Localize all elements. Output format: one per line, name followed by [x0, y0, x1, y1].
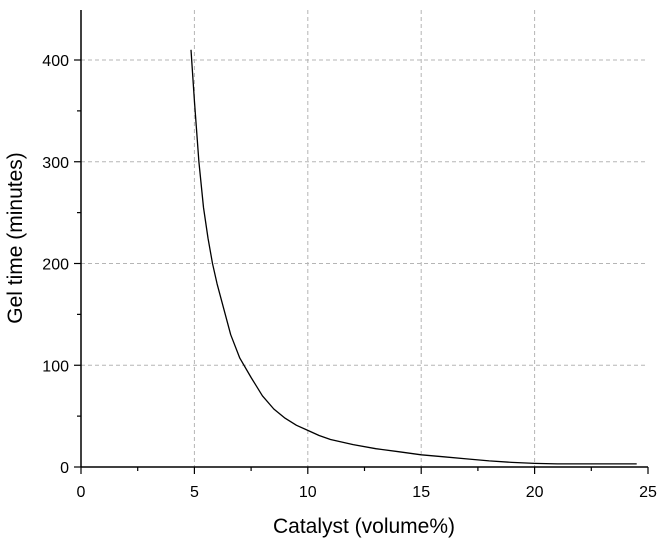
y-tick-label: 0 [60, 460, 69, 477]
y-tick-label: 200 [42, 257, 69, 274]
x-tick-label: 5 [190, 484, 199, 501]
x-tick-label: 20 [526, 484, 544, 501]
y-tick-label: 400 [42, 53, 69, 70]
y-axis-label: Gel time (minutes) [4, 152, 27, 324]
y-tick-label: 300 [42, 155, 69, 172]
x-tick-label: 10 [299, 484, 317, 501]
x-tick-label: 15 [412, 484, 430, 501]
ticks [74, 59, 649, 474]
x-tick-label: 0 [77, 484, 86, 501]
tick-labels: 0 5 10 15 20 25 0 100 200 300 400 [42, 53, 657, 501]
x-axis-label: Catalyst (volume%) [273, 515, 455, 538]
axes [80, 10, 648, 468]
grid [81, 10, 648, 467]
x-tick-label: 25 [639, 484, 657, 501]
series-line [190, 49, 637, 465]
y-tick-label: 100 [42, 358, 69, 375]
series [190, 49, 637, 465]
